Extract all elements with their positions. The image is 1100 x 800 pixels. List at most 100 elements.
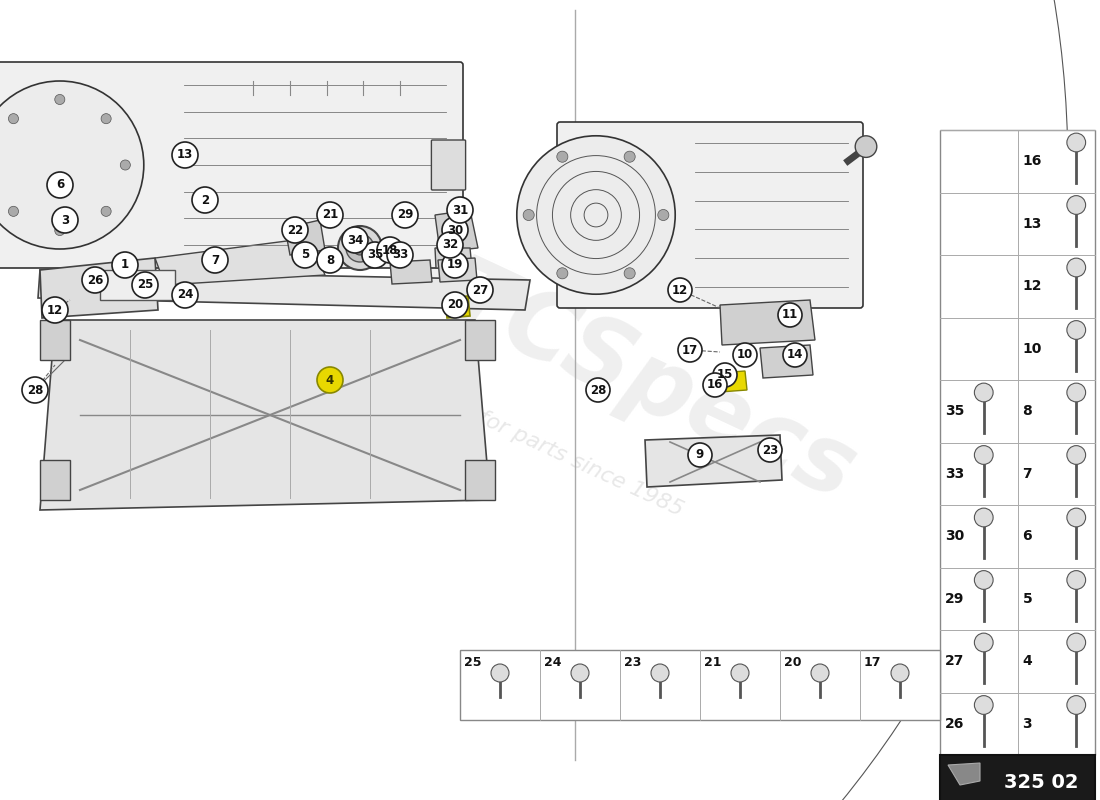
Circle shape	[571, 664, 588, 682]
Circle shape	[891, 664, 909, 682]
Circle shape	[651, 664, 669, 682]
Circle shape	[1067, 446, 1086, 464]
Circle shape	[172, 142, 198, 168]
Circle shape	[442, 292, 468, 318]
Bar	[40, 320, 70, 360]
Circle shape	[346, 234, 374, 262]
Text: 27: 27	[472, 283, 488, 297]
Circle shape	[975, 570, 993, 590]
Text: 24: 24	[177, 289, 194, 302]
Circle shape	[1067, 696, 1086, 714]
Circle shape	[703, 373, 727, 397]
Circle shape	[120, 160, 131, 170]
Text: 21: 21	[322, 209, 338, 222]
Text: 3: 3	[60, 214, 69, 226]
Circle shape	[811, 664, 829, 682]
Polygon shape	[285, 220, 324, 255]
Text: 3: 3	[1023, 717, 1032, 730]
Bar	[465, 320, 495, 360]
Text: 16: 16	[1023, 154, 1042, 168]
Circle shape	[783, 343, 807, 367]
Text: 5: 5	[1023, 592, 1032, 606]
Polygon shape	[948, 763, 980, 785]
Text: 325 02: 325 02	[1003, 773, 1078, 792]
Circle shape	[442, 217, 468, 243]
Text: 2: 2	[201, 194, 209, 206]
Circle shape	[292, 242, 318, 268]
Text: 23: 23	[624, 656, 641, 669]
Text: 24: 24	[544, 656, 561, 669]
Circle shape	[362, 242, 388, 268]
Text: 10: 10	[737, 349, 754, 362]
Text: 32: 32	[442, 238, 458, 251]
Circle shape	[342, 227, 369, 253]
Text: 25: 25	[464, 656, 482, 669]
Circle shape	[975, 696, 993, 714]
Text: 23: 23	[762, 443, 778, 457]
Text: 26: 26	[87, 274, 103, 286]
Bar	[940, 130, 1094, 755]
Text: a passion for parts since 1985: a passion for parts since 1985	[373, 360, 686, 520]
Polygon shape	[40, 258, 158, 318]
Text: 4: 4	[326, 374, 334, 386]
Circle shape	[387, 242, 412, 268]
Text: 28: 28	[590, 383, 606, 397]
Polygon shape	[155, 238, 324, 285]
Circle shape	[1067, 133, 1086, 152]
Bar	[40, 460, 70, 500]
Circle shape	[55, 226, 65, 235]
Text: 1: 1	[121, 258, 129, 271]
Circle shape	[442, 252, 468, 278]
Circle shape	[1067, 321, 1086, 339]
Circle shape	[112, 252, 138, 278]
Circle shape	[1067, 196, 1086, 214]
Circle shape	[1067, 633, 1086, 652]
Text: 15: 15	[717, 369, 734, 382]
Text: 35: 35	[945, 404, 965, 418]
Text: ETCSpecs: ETCSpecs	[371, 221, 869, 519]
Text: 12: 12	[672, 283, 689, 297]
Circle shape	[975, 508, 993, 527]
Polygon shape	[760, 345, 813, 378]
Circle shape	[732, 664, 749, 682]
Circle shape	[658, 210, 669, 221]
Polygon shape	[718, 371, 747, 392]
Text: 22: 22	[287, 223, 304, 237]
Circle shape	[82, 267, 108, 293]
Circle shape	[9, 114, 19, 124]
Circle shape	[192, 187, 218, 213]
Text: 14: 14	[786, 349, 803, 362]
Circle shape	[101, 206, 111, 216]
Text: 7: 7	[211, 254, 219, 266]
Circle shape	[733, 343, 757, 367]
Circle shape	[132, 272, 158, 298]
Circle shape	[101, 114, 111, 124]
Text: 21: 21	[704, 656, 722, 669]
Bar	[100, 270, 175, 300]
Text: 13: 13	[177, 149, 194, 162]
Text: 34: 34	[346, 234, 363, 246]
Circle shape	[353, 241, 367, 255]
Text: 17: 17	[864, 656, 881, 669]
Text: 11: 11	[782, 309, 799, 322]
Circle shape	[975, 446, 993, 464]
Circle shape	[688, 443, 712, 467]
Circle shape	[668, 278, 692, 302]
Circle shape	[47, 172, 73, 198]
Text: 9: 9	[696, 449, 704, 462]
Circle shape	[557, 268, 568, 279]
Circle shape	[624, 151, 635, 162]
Text: 10: 10	[1023, 342, 1042, 356]
Circle shape	[975, 383, 993, 402]
Circle shape	[517, 136, 675, 294]
Polygon shape	[446, 296, 470, 318]
Polygon shape	[434, 248, 472, 268]
Circle shape	[52, 207, 78, 233]
Text: 35: 35	[366, 249, 383, 262]
Circle shape	[1067, 383, 1086, 402]
FancyBboxPatch shape	[557, 122, 864, 308]
Text: 8: 8	[1023, 404, 1032, 418]
Text: 8: 8	[326, 254, 334, 266]
Text: 7: 7	[1023, 466, 1032, 481]
Text: 26: 26	[945, 717, 965, 730]
